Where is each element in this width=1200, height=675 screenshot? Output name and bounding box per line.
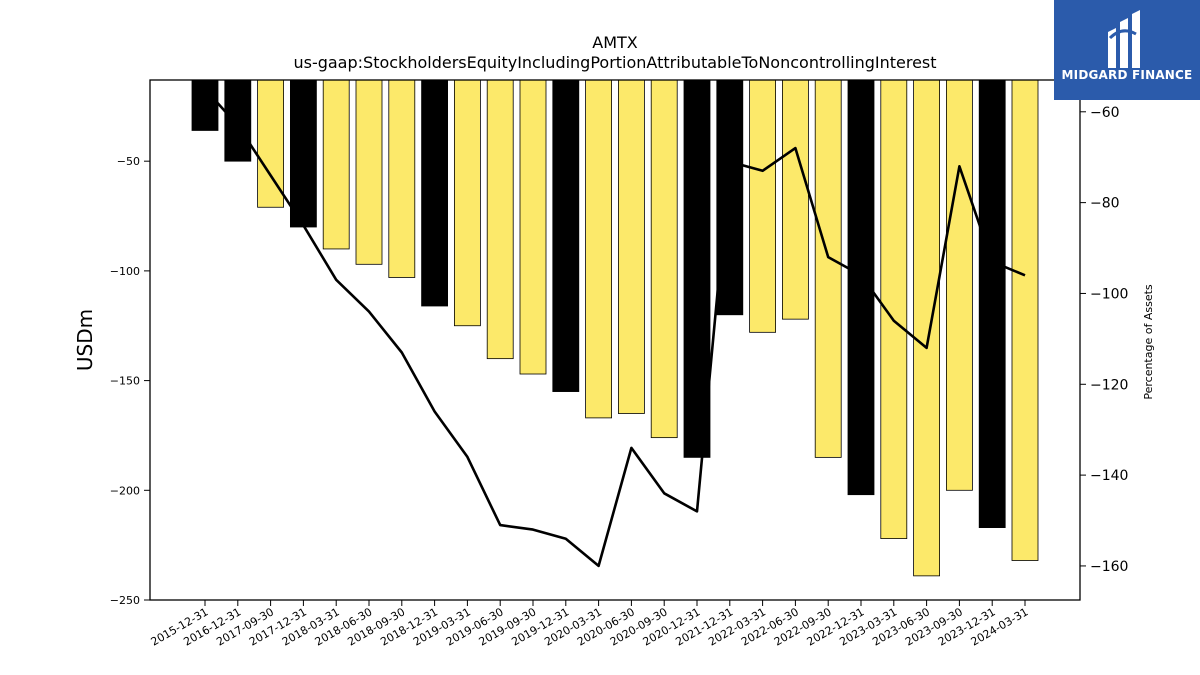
y-tick-label: −250	[110, 594, 140, 607]
y-axis-label: USDm	[73, 309, 97, 371]
percentage-of-assets-line	[204, 88, 1026, 568]
y-right-tick-label: −160	[1090, 559, 1128, 575]
bar-2023-12-31	[978, 79, 1006, 528]
bar-2022-09-30	[814, 79, 842, 458]
bar-2017-12-31	[289, 79, 317, 228]
y-tick-label: −100	[110, 265, 140, 278]
bar-2015-12-31	[191, 79, 219, 131]
bar-2020-09-30	[650, 79, 678, 439]
y-right-tick-label: −60	[1090, 105, 1120, 121]
chart-title: AMTX	[592, 33, 638, 52]
bar-2019-06-30	[486, 79, 514, 360]
y-right-tick-label: −80	[1090, 196, 1120, 212]
midgard-logo-icon	[1108, 10, 1140, 68]
left-axis-ticks: −50 −100 −150 −200 −250	[110, 155, 150, 607]
bar-2018-09-30	[388, 79, 416, 278]
brand-logo: MIDGARD FINANCE	[1054, 0, 1200, 100]
y-tick-label: −150	[110, 375, 140, 388]
bar-2022-12-31	[847, 79, 875, 496]
brand-name: MIDGARD FINANCE	[1061, 68, 1193, 82]
y-tick-label: −200	[110, 484, 140, 497]
bars-group	[191, 79, 1039, 577]
bar-2020-03-31	[585, 79, 612, 419]
bar-2024-03-31	[1011, 79, 1039, 561]
y-tick-label: −50	[117, 155, 140, 168]
bar-2022-06-30	[782, 79, 809, 320]
plot-frame	[149, 79, 1081, 601]
y-right-tick-label: −140	[1090, 468, 1128, 484]
bar-2020-12-31	[683, 79, 711, 458]
bar-2018-03-31	[322, 79, 350, 250]
bar-2019-03-31	[453, 79, 481, 327]
bar-2018-06-30	[355, 79, 383, 265]
y-right-tick-label: −120	[1090, 377, 1128, 393]
bar-2023-06-30	[913, 79, 940, 577]
bar-2017-09-30	[257, 79, 285, 208]
y-right-tick-label: −100	[1090, 286, 1128, 302]
x-axis-ticks: 2015-12-312016-12-312017-09-302017-12-31…	[149, 600, 1031, 649]
bar-2019-12-31	[552, 79, 580, 392]
chart-subtitle: us-gaap:StockholdersEquityIncludingPorti…	[293, 53, 936, 72]
y-axis-right-label: Percentage of Assets	[1142, 284, 1155, 400]
bar-2019-09-30	[519, 79, 547, 375]
right-axis-ticks: −60 −80 −100 −120 −140 −160	[1080, 105, 1128, 575]
bar-2021-12-31	[716, 79, 744, 316]
bar-2016-12-31	[224, 79, 252, 162]
bar-2018-12-31	[421, 79, 449, 307]
bar-2020-06-30	[618, 79, 645, 414]
bar-2023-09-30	[946, 79, 973, 491]
bar-2022-03-31	[749, 79, 776, 333]
